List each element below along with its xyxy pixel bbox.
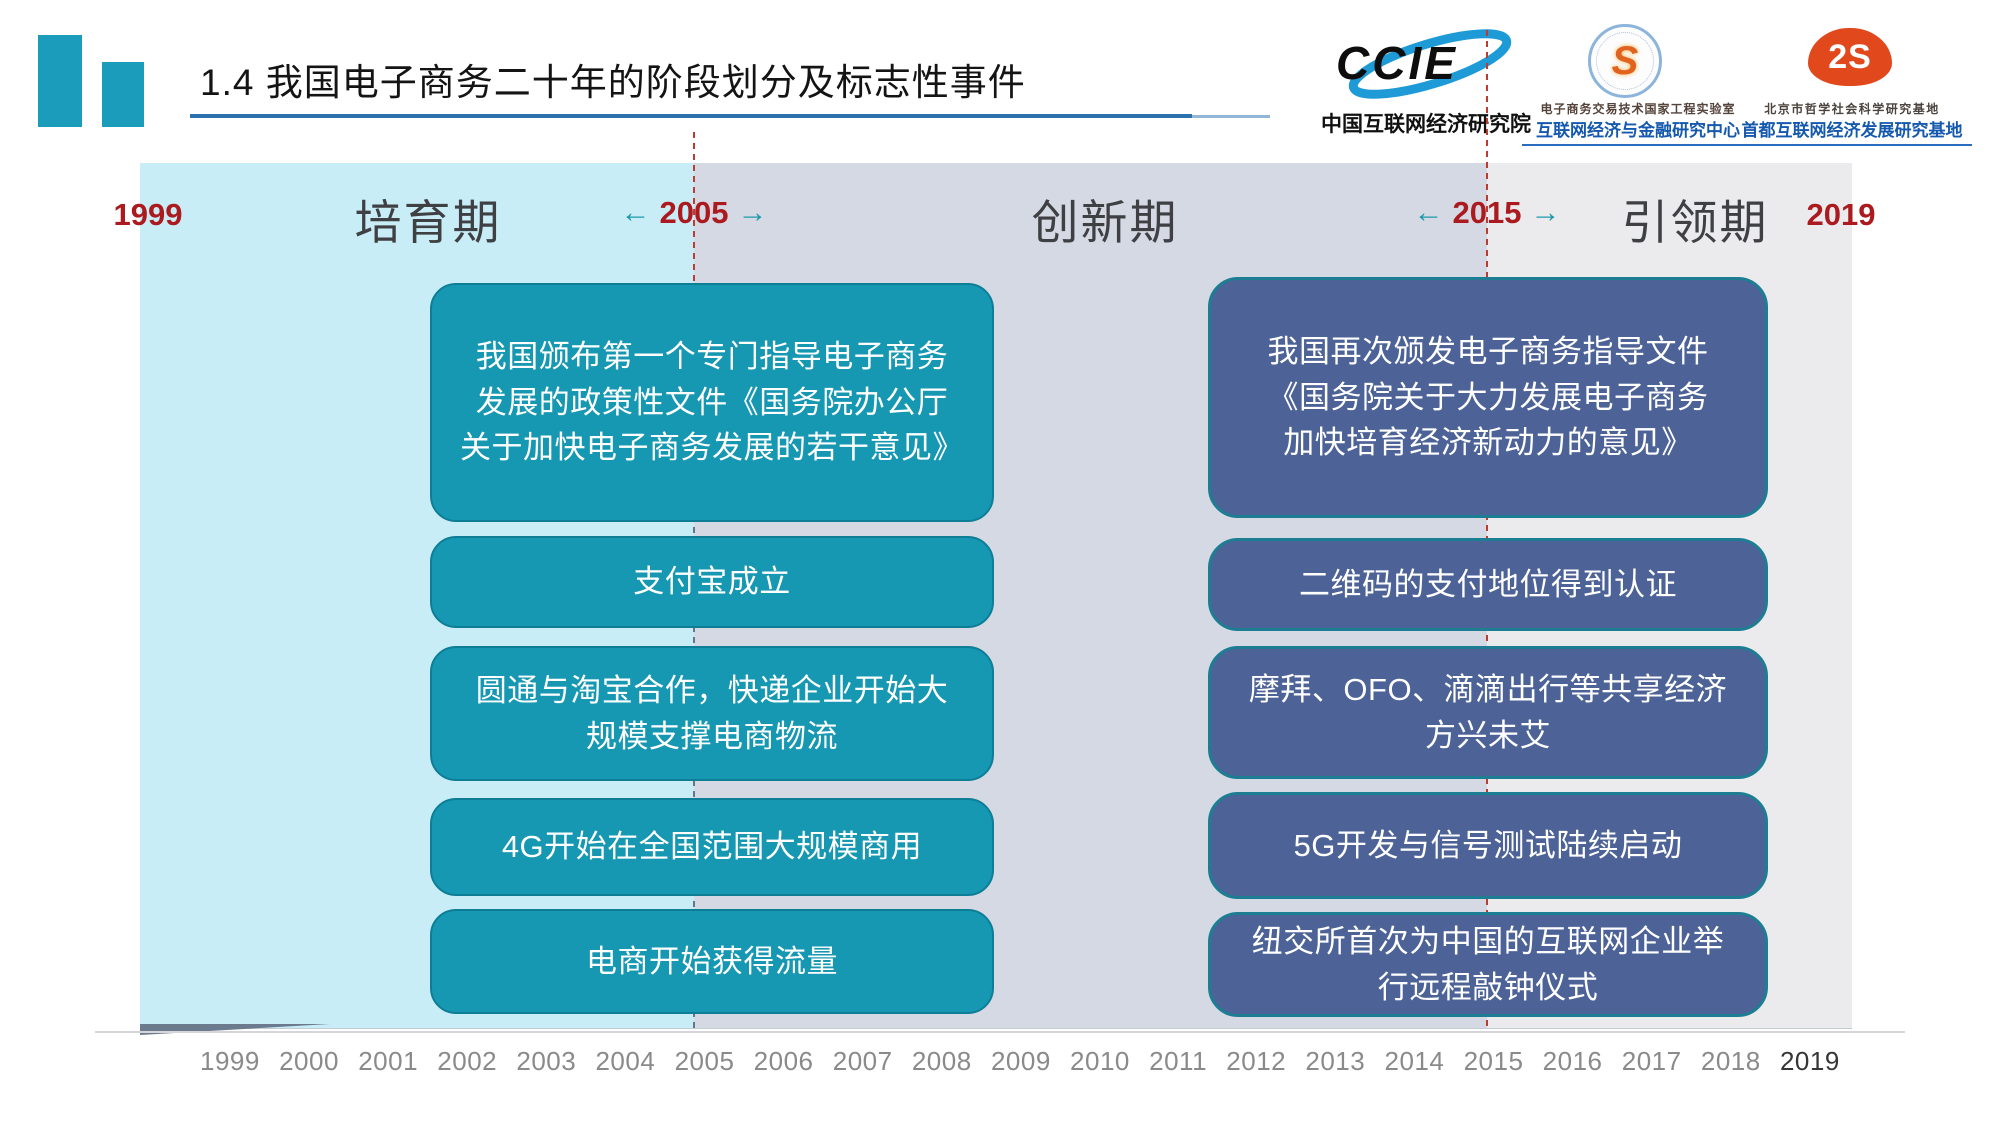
event-line: 纽交所首次为中国的互联网企业举 — [1251, 923, 1725, 959]
year-axis: 1999 2000 2001 2002 2003 2004 2005 2006 2007 2008… — [200, 1046, 1840, 1077]
end-year-label: 2019 — [1806, 197, 1876, 232]
decorative-bar — [38, 35, 82, 127]
event-line: 圆通与淘宝合作，快递企业开始大 — [475, 672, 949, 708]
year-label: 2000 — [279, 1046, 339, 1076]
year-label: 2009 — [990, 1046, 1051, 1076]
year-label: 2003 — [516, 1046, 577, 1076]
event-line: 我国再次颁发电子商务指导文件 — [1267, 333, 1709, 369]
start-year-label: 1999 — [113, 197, 183, 232]
zs-icon: 2S — [1808, 28, 1892, 86]
swoosh-icon — [1348, 29, 1512, 99]
left-arrow-icon: ← — [1413, 195, 1444, 229]
year-label: 2012 — [1226, 1046, 1287, 1076]
boundary-marker-2005: ← 2005 → — [621, 197, 768, 228]
event-line: 关于加快电子商务发展的若干意见》 — [460, 430, 964, 466]
year-label: 2016 — [1542, 1046, 1603, 1076]
finance-center-caption: 互联网经济与金融研究中心 — [1522, 116, 1754, 146]
page-title: 1.4 我国电子商务二十年的阶段划分及标志性事件 — [200, 62, 1026, 103]
title-underline — [190, 114, 1192, 118]
decorative-bar — [102, 62, 144, 127]
event-line: 摩拜、OFO、滴滴出行等共享经济 — [1248, 671, 1728, 707]
year-label: 2013 — [1305, 1046, 1366, 1076]
year-label: 2014 — [1384, 1046, 1445, 1076]
event-line: 《国务院关于大力发展电子商务 — [1267, 379, 1709, 415]
event-line: 我国颁布第一个专门指导电子商务 — [475, 338, 949, 374]
right-arrow-icon: → — [1530, 195, 1561, 229]
year-label: 2019 — [1779, 1046, 1840, 1076]
finance-center-small-caption: 电子商务交易技术国家工程实验室 — [1540, 102, 1736, 116]
year-label: 2011 — [1149, 1046, 1208, 1076]
finance-center-logo: S 电子商务交易技术国家工程实验室 互联网经济与金融研究中心 — [1522, 22, 1754, 146]
year-label: 2015 — [1463, 1046, 1524, 1076]
event-line: 方兴未艾 — [1425, 717, 1551, 753]
event-line: 二维码的支付地位得到认证 — [1299, 566, 1677, 602]
year-label: 2008 — [911, 1046, 972, 1076]
ccie-caption: 中国互联网经济研究院 — [1321, 113, 1531, 136]
boundary-line-2005 — [693, 132, 695, 285]
year-label: 2006 — [753, 1046, 814, 1076]
ccie-logo: CCIE 中国互联网经济研究院 — [1320, 20, 1531, 140]
zs-monogram: 2S — [1828, 37, 1872, 76]
seal-icon: S — [1588, 24, 1662, 98]
event-line: 支付宝成立 — [633, 564, 791, 600]
event-line: 行远程敲钟仪式 — [1377, 969, 1599, 1005]
event-box: 纽交所首次为中国的互联网企业举 行远程敲钟仪式 — [1208, 912, 1768, 1017]
event-box: 圆通与淘宝合作，快递企业开始大 规模支撑电商物流 — [430, 646, 994, 781]
capital-base-logo: 2S 北京市哲学社会科学研究基地 首都互联网经济发展研究基地 — [1732, 22, 1972, 146]
year-label: 1999 — [200, 1046, 260, 1076]
year-label: 2002 — [437, 1046, 498, 1076]
event-line: 5G开发与信号测试陆续启动 — [1293, 827, 1683, 863]
phase-label-innovation: 创新期 — [1031, 196, 1179, 249]
event-line: 规模支撑电商物流 — [586, 718, 838, 754]
event-box: 电商开始获得流量 — [430, 909, 994, 1014]
ccie-acronym: CCIE — [1336, 37, 1458, 89]
year-label: 2004 — [595, 1046, 656, 1076]
event-line: 发展的政策性文件《国务院办公厅 — [475, 384, 949, 420]
seal-dragon-glyph: S — [1611, 38, 1639, 83]
baseline-rule — [95, 1031, 1905, 1033]
event-box: 5G开发与信号测试陆续启动 — [1208, 792, 1768, 899]
event-box: 我国颁布第一个专门指导电子商务 发展的政策性文件《国务院办公厅 关于加快电子商务发展… — [430, 283, 994, 522]
boundary-year-2015: 2015 — [1452, 195, 1522, 230]
phase-label-leading: 引领期 — [1621, 196, 1769, 249]
year-label: 2001 — [358, 1046, 419, 1076]
boundary-year-2005: 2005 — [659, 195, 729, 230]
capital-base-caption: 首都互联网经济发展研究基地 — [1732, 116, 1972, 146]
right-arrow-icon: → — [737, 195, 768, 229]
event-box: 4G开始在全国范围大规模商用 — [430, 798, 994, 896]
event-box: 支付宝成立 — [430, 536, 994, 628]
year-label: 2018 — [1700, 1046, 1761, 1076]
event-line: 4G开始在全国范围大规模商用 — [501, 829, 923, 865]
year-label: 2017 — [1621, 1046, 1682, 1076]
year-label: 2010 — [1070, 1046, 1130, 1076]
left-arrow-icon: ← — [620, 195, 651, 229]
year-label: 2005 — [674, 1046, 735, 1076]
event-box: 摩拜、OFO、滴滴出行等共享经济 方兴未艾 — [1208, 646, 1768, 779]
boundary-line-2015 — [1486, 30, 1488, 1028]
event-box: 我国再次颁发电子商务指导文件 《国务院关于大力发展电子商务 加快培育经济新动力的意见… — [1208, 277, 1768, 518]
capital-base-small-caption: 北京市哲学社会科学研究基地 — [1764, 102, 1940, 116]
event-line: 加快培育经济新动力的意见》 — [1283, 425, 1693, 461]
corner-shadow — [140, 1024, 330, 1035]
year-label: 2007 — [832, 1046, 893, 1076]
title-underline-extension — [1192, 115, 1270, 118]
phase-label-incubation: 培育期 — [354, 196, 502, 249]
event-box: 二维码的支付地位得到认证 — [1208, 538, 1768, 631]
event-line: 电商开始获得流量 — [586, 943, 838, 979]
boundary-marker-2015: ← 2015 → — [1414, 197, 1561, 228]
